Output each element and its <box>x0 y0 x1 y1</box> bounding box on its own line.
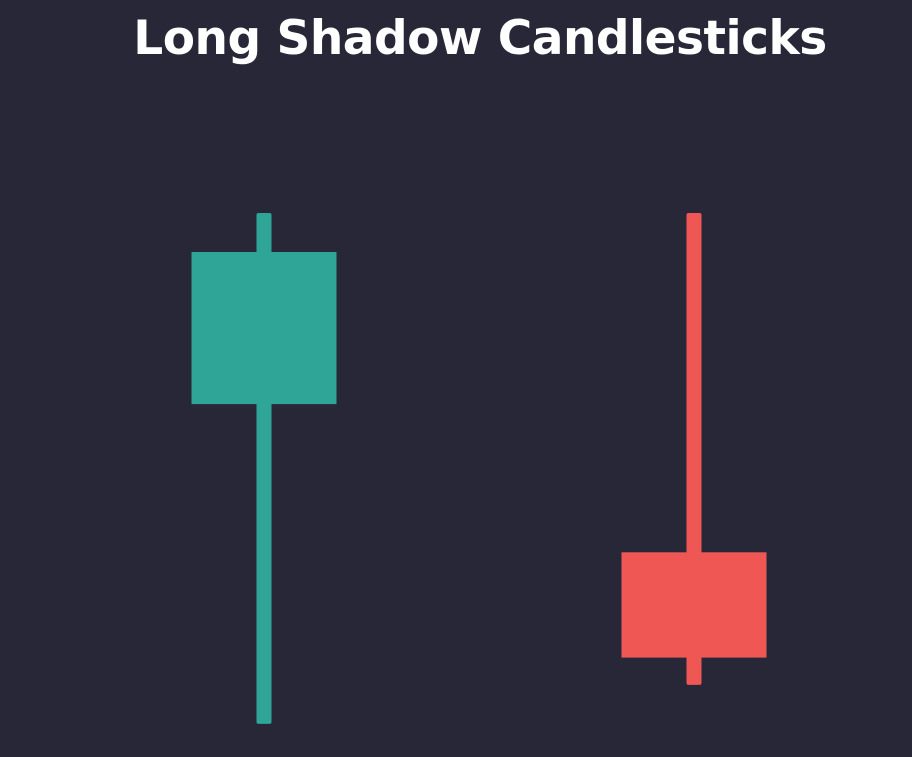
bullish-candle-body <box>191 252 337 405</box>
bullish-candle <box>191 213 337 724</box>
bearish-candle <box>621 213 767 685</box>
page-title: Long Shadow Candlesticks <box>133 11 827 66</box>
bearish-candle-body <box>621 552 767 658</box>
